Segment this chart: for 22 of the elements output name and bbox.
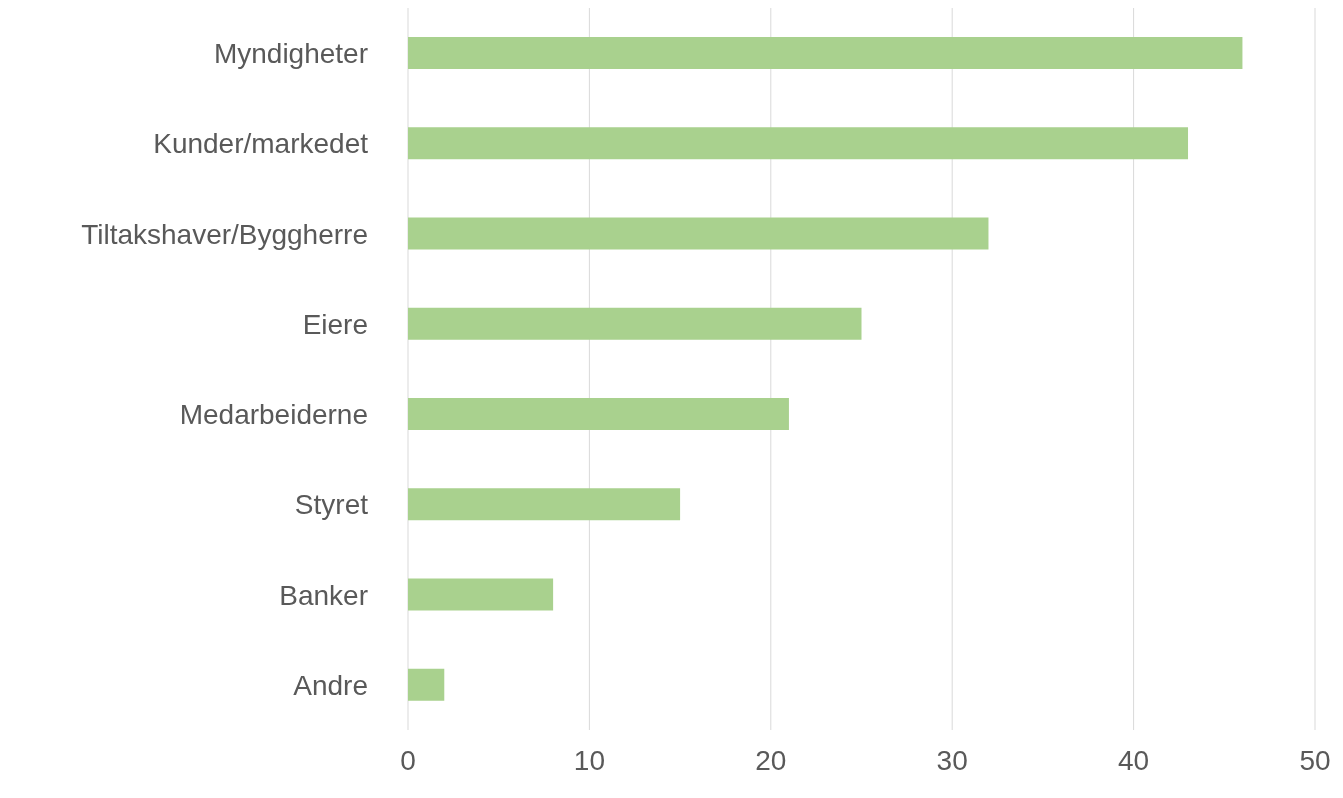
bar [408,36,1243,69]
y-tick-label: Andre [293,669,368,701]
y-tick-label: Styret [294,489,369,521]
bar [408,578,554,611]
bar [408,307,862,340]
x-tick-label: 0 [400,744,416,776]
y-tick-label: Eiere [302,308,368,340]
bar [408,217,989,250]
y-tick-label: Myndigheter [213,38,368,70]
x-tick-label: 50 [1299,744,1331,776]
y-tick-label: Kunder/markedet [153,128,369,160]
bar [408,397,789,430]
x-tick-label: 10 [573,744,605,776]
x-tick-label: 20 [755,744,787,776]
bar [408,668,445,701]
y-tick-label: Tiltakshaver/Byggherre [81,218,368,250]
x-tick-label: 40 [1118,744,1150,776]
x-tick-label: 30 [936,744,968,776]
y-tick-label: Medarbeiderne [179,399,368,431]
y-tick-label: Banker [279,579,368,611]
bar [408,488,681,521]
bar [408,127,1189,160]
